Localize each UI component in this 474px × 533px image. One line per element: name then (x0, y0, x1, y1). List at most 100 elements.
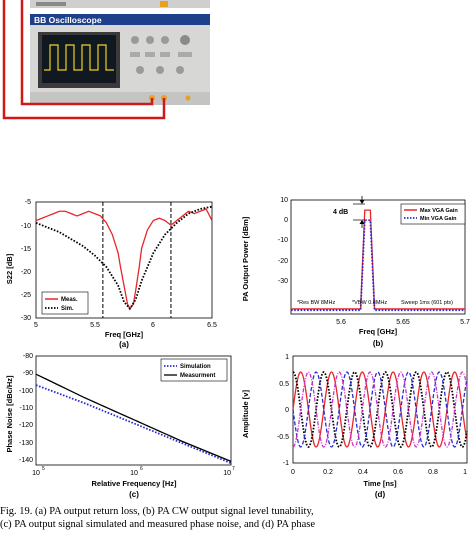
chart-c-yticks: -80 -90 -100 -110 -120 -130 -140 (19, 353, 33, 464)
chart-c-series-line (35, 384, 232, 465)
chart-a-series-line (35, 208, 213, 310)
chart-d-ytick: -1 (283, 460, 289, 467)
chart-a-legend: Meas. Sim. (41, 291, 89, 315)
chart-c-ytick: -140 (19, 457, 33, 464)
chart-a-ytick: -30 (21, 315, 31, 322)
chart-a-xtick: 6.5 (207, 322, 217, 329)
chart-c-xtick-base: 10 (223, 470, 231, 477)
chart-b-note-resbw: *Res BW 8MHz (297, 300, 335, 306)
chart-a: S22 [dB] -5 -10 -15 -20 -25 -30 5 5.5 6 … (5, 199, 217, 349)
chart-b-4db-label: 4 dB (333, 209, 348, 216)
probe-port-3 (185, 95, 191, 101)
oscilloscope-screen (42, 35, 116, 83)
chart-a-legend-box (41, 291, 89, 315)
chart-c-ytick: -110 (20, 405, 34, 412)
chart-a-ytick: -20 (21, 269, 31, 276)
chart-c-xtick-base: 10 (130, 470, 138, 477)
chart-c-xlabel: Relative Frequency [Hz] (91, 479, 177, 488)
chart-a-legend-label: Sim. (61, 306, 74, 312)
chart-d-frame (292, 355, 468, 464)
chart-c-ytick: -130 (19, 440, 33, 447)
chart-c-sublabel: (c) (129, 490, 139, 499)
chart-c: Phase Noise [dBc/Hz] -80 -90 -100 -110 -… (5, 353, 235, 499)
chart-a-ytick: -10 (21, 223, 31, 230)
chart-d-ytick: 0 (285, 407, 289, 414)
chart-a-xtick: 5.5 (90, 322, 100, 329)
chart-a-yticks: -5 -10 -15 -20 -25 -30 (21, 199, 31, 322)
chart-b-legend-label: Max VGA Gain (420, 208, 458, 214)
chart-c-ylabel: Phase Noise [dBc/Hz] (5, 375, 14, 453)
top-instrument-port (160, 1, 168, 7)
chart-b-series-line (291, 219, 465, 312)
chart-a-xlabel: Freq [GHz] (105, 330, 144, 339)
chart-b-frame (290, 199, 466, 315)
chart-c-xtick: 10 6 (130, 466, 143, 477)
chart-c-legend-label: Simulation (180, 364, 211, 370)
chart-b-yticks: 10 0 -10 -20 -30 (278, 197, 288, 285)
chart-b-ytick: -20 (278, 258, 288, 265)
chart-a-sublabel: (a) (119, 340, 129, 349)
red-cable-2 (2, 0, 166, 120)
chart-d-series-line (292, 371, 468, 448)
caption-line-2: (c) PA output signal simulated and measu… (0, 519, 316, 530)
chart-b-series-line (291, 209, 465, 310)
chart-d-series-line (292, 371, 468, 448)
chart-c-plot (35, 355, 232, 466)
chart-d-ylabel: Amplitude [v] (241, 390, 250, 438)
chart-c-frame (35, 355, 232, 466)
chart-d-xtick: 1 (463, 469, 467, 476)
chart-c-xtick-base: 10 (32, 470, 40, 477)
oscilloscope-knobs (130, 35, 192, 74)
chart-c-xtick: 10 5 (32, 466, 45, 477)
chart-a-ytick: -5 (25, 199, 31, 206)
chart-b-ytick: -10 (278, 237, 288, 244)
chart-c-xtick: 10 7 (223, 466, 235, 477)
chart-b-xticks: 5.6 5.65 5.7 (336, 319, 470, 326)
chart-d: Amplitude [v] 1 0.5 0 -0.5 -1 0 0.2 0.4 … (241, 354, 468, 499)
chart-b-xlabel: Freq [GHz] (359, 327, 398, 336)
chart-c-legend: Simulation Measurment (160, 358, 228, 382)
red-cable-1 (20, 0, 154, 106)
chart-d-plot (292, 355, 468, 464)
chart-d-xticks: 0 0.2 0.4 0.6 0.8 1 (291, 469, 467, 476)
chart-b-ytick: 10 (280, 197, 288, 204)
chart-c-xtick-exp: 6 (140, 466, 143, 472)
label-bar (30, 14, 210, 25)
chart-a-ytick: -25 (21, 292, 31, 299)
caption-line-1: Fig. 19. (a) PA output return loss, (b) … (0, 506, 314, 517)
chart-a-frame (35, 201, 213, 319)
chart-b-plot (290, 199, 466, 315)
chart-a-xtick: 5 (34, 322, 38, 329)
chart-c-ytick: -120 (19, 422, 33, 429)
oscilloscope-label: BB Oscilloscope (34, 15, 102, 25)
chart-a-series-line (35, 205, 213, 311)
chart-d-xtick: 0.4 (358, 469, 368, 476)
setup-photo-graphic: BB Oscilloscope (2, 0, 210, 120)
chart-d-xtick: 0.6 (393, 469, 403, 476)
chart-b-note-vbw: *VBW 0.8MHz (352, 300, 387, 306)
chart-a-legend-label: Meas. (61, 297, 78, 303)
chart-b-legend-label: Min VGA Gain (420, 216, 457, 222)
chart-d-xlabel: Time [ns] (363, 479, 397, 488)
figure-caption: Fig. 19. (a) PA output return loss, (b) … (0, 505, 474, 533)
chart-b-xtick: 5.65 (396, 319, 410, 326)
chart-b: PA Output Power [dBm] 10 0 -10 -20 -30 5… (241, 196, 470, 348)
chart-d-xtick: 0 (291, 469, 295, 476)
chart-a-ylabel: S22 [dB] (5, 253, 14, 284)
chart-b-legend-box (400, 203, 466, 225)
chart-c-ytick: -90 (23, 370, 33, 377)
chart-a-ytick: -15 (21, 246, 31, 253)
chart-b-xtick: 5.6 (336, 319, 346, 326)
chart-c-xtick-exp: 7 (232, 466, 235, 472)
chart-c-xtick-exp: 5 (42, 466, 45, 472)
chart-b-note-sweep: Sweep 1ms (601 pts) (401, 300, 453, 306)
chart-d-ytick: 1 (285, 354, 289, 361)
chart-d-series-line (292, 371, 468, 448)
screen-waveform (44, 44, 114, 71)
chart-c-legend-label: Measurment (180, 373, 215, 379)
chart-c-legend-box (160, 358, 228, 382)
chart-d-ytick: 0.5 (279, 381, 289, 388)
chart-d-sublabel: (d) (375, 490, 386, 499)
chart-c-xticks: 10 5 10 6 10 7 (32, 466, 235, 477)
chart-d-series-line (292, 371, 468, 448)
